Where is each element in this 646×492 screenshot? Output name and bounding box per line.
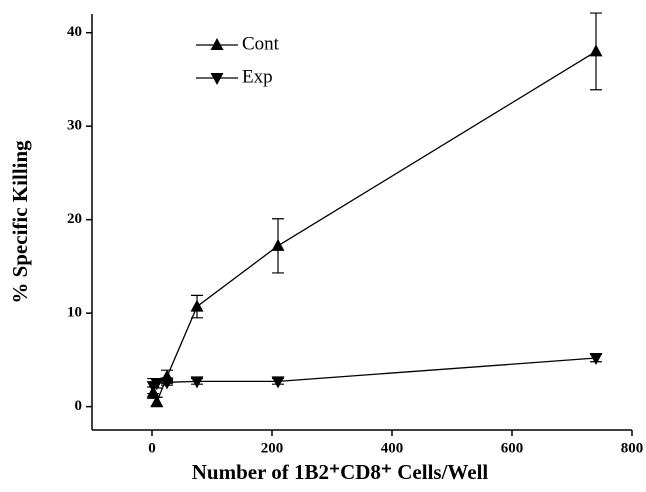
legend-label: Exp [242, 66, 273, 87]
marker [271, 238, 285, 251]
series-line [152, 50, 597, 404]
y-tick-label: 40 [67, 24, 82, 40]
marker [271, 376, 285, 389]
marker [150, 378, 164, 391]
legend-marker [210, 38, 224, 50]
legend-marker [210, 73, 224, 85]
x-tick-label: 400 [381, 440, 404, 456]
x-tick-label: 200 [261, 440, 284, 456]
marker [160, 377, 174, 390]
marker [589, 353, 603, 366]
marker [589, 44, 603, 57]
y-tick-label: 0 [75, 398, 83, 414]
legend-label: Cont [242, 33, 280, 54]
x-tick-label: 800 [621, 440, 644, 456]
y-tick-label: 30 [67, 118, 82, 134]
y-tick-label: 20 [67, 211, 82, 227]
series-line [152, 357, 597, 387]
x-tick-label: 0 [148, 440, 156, 456]
y-tick-label: 10 [67, 305, 82, 321]
x-axis-label: Number of 1B2⁺CD8⁺ Cells/Well [192, 460, 489, 484]
marker [150, 394, 164, 407]
marker [190, 299, 204, 312]
x-tick-label: 600 [501, 440, 524, 456]
marker [190, 376, 204, 389]
y-axis-label: % Specific Killing [8, 140, 32, 304]
